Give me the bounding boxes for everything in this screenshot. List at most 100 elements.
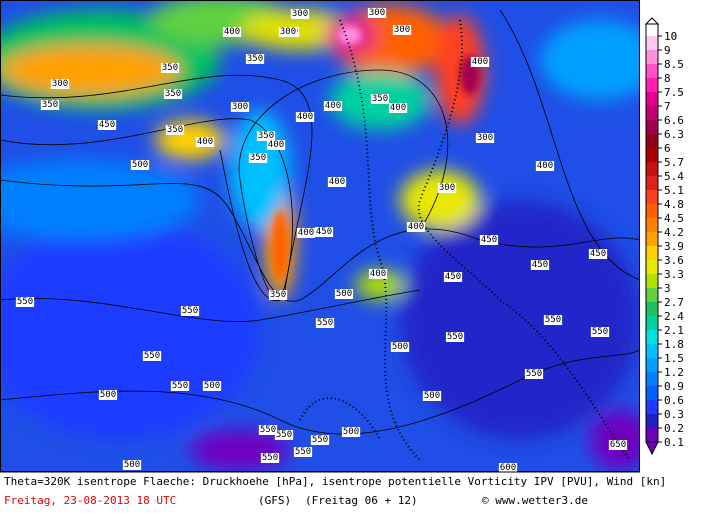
colorbar-label: 1.8 (664, 338, 684, 351)
colorbar-cell (646, 162, 658, 176)
colorbar-label: 2.1 (664, 324, 684, 337)
contour-label-bg (97, 120, 117, 130)
colorbar-label: 10 (664, 30, 677, 43)
contour-label-bg (195, 137, 215, 147)
contour-label: 350 (247, 54, 263, 64)
contour-label-bg (314, 227, 334, 237)
contour-label: 550 (545, 315, 561, 325)
colorbar-label: 1.2 (664, 366, 684, 379)
contour-label: 300 (439, 183, 455, 193)
colorbar-cell (646, 344, 658, 358)
contour-label-bg (122, 460, 142, 470)
contour-label: 400 (370, 269, 386, 279)
contour-label-bg (293, 447, 313, 457)
colorbar-cell (646, 428, 658, 442)
colorbar-cell (646, 260, 658, 274)
contour-label-bg (443, 272, 463, 282)
contour-label: 450 (532, 260, 548, 270)
contour-label: 400 (298, 228, 314, 238)
colorbar-label: 0.2 (664, 422, 684, 435)
caption-title: Theta=320K isentrope Flaeche: Druckhoehe… (4, 475, 666, 488)
contour-label-bg (535, 161, 555, 171)
contour-label-bg (588, 249, 608, 259)
contour-label: 300 (280, 27, 296, 37)
colorbar-label: 3 (664, 282, 671, 295)
contour-label-bg (524, 369, 544, 379)
contour-label-bg (445, 332, 465, 342)
contour-label: 400 (325, 101, 341, 111)
caption-credit: © www.wetter3.de (482, 494, 588, 507)
contour-label: 550 (17, 297, 33, 307)
contour-label-bg (98, 390, 118, 400)
colorbar-label: 0.1 (664, 436, 684, 449)
contour-label: 500 (343, 427, 359, 437)
colorbar-cell (646, 330, 658, 344)
contour-label: 500 (424, 391, 440, 401)
contour-label-bg (180, 306, 200, 316)
contour-label-bg (295, 112, 315, 122)
contour-label-bg (274, 430, 294, 440)
colorbar-label: 3.6 (664, 254, 684, 267)
colorbar-cell (646, 246, 658, 260)
contour-label: 550 (295, 447, 311, 457)
contour-label-bg (15, 297, 35, 307)
contour-label-bg (327, 177, 347, 187)
contour-label-bg (392, 25, 412, 35)
colorbar-cell (646, 134, 658, 148)
contour-label: 350 (167, 125, 183, 135)
colorbar-label: 4.5 (664, 212, 684, 225)
contour-label: 300 (52, 79, 68, 89)
contour-label-bg (437, 183, 457, 193)
contour-label-bg (256, 131, 276, 141)
contour-label: 350 (42, 100, 58, 110)
contour-label-bg (323, 101, 343, 111)
colorbar-cell (646, 50, 658, 64)
contour-label-bg (170, 381, 190, 391)
contour-label: 350 (270, 290, 286, 300)
colorbar-label: 6 (664, 142, 671, 155)
colorbar-label: 4.8 (664, 198, 684, 211)
colorbar-label: 0.9 (664, 380, 684, 393)
colorbar-label: 9 (664, 44, 671, 57)
contour-label: 550 (260, 425, 276, 435)
contour-label: 300 (369, 8, 385, 18)
colorbar-cell (646, 148, 658, 162)
contour-label-bg (266, 140, 286, 150)
contour-label-bg (142, 351, 162, 361)
contour-label: 350 (372, 94, 388, 104)
colorbar-label: 8.5 (664, 58, 684, 71)
contour-label: 400 (268, 140, 284, 150)
colorbar-cell (646, 232, 658, 246)
contour-label: 400 (537, 161, 553, 171)
contour-label: 550 (144, 351, 160, 361)
colorbar-cell (646, 358, 658, 372)
contour-label: 500 (100, 390, 116, 400)
colorbar-cell (646, 386, 658, 400)
colorbar-cell (646, 372, 658, 386)
contour-label: 550 (526, 369, 542, 379)
contour-label-bg (475, 133, 495, 143)
contour-label: 300 (394, 25, 410, 35)
colorbar-cell (646, 288, 658, 302)
colorbar-label: 2.4 (664, 310, 684, 323)
colorbar-cell (646, 64, 658, 78)
contour-label: 500 (132, 160, 148, 170)
contour-label-bg (290, 9, 310, 19)
contour-label-bg (608, 440, 628, 450)
colorbar-label: 8 (664, 72, 671, 85)
caption-run: (Freitag 06 + 12) (305, 494, 418, 507)
contour-label-bg (296, 228, 316, 238)
contour-label: 300 (292, 9, 308, 19)
contour-label-bg (590, 327, 610, 337)
contour-label: 450 (445, 272, 461, 282)
contour-label-bg (222, 27, 242, 37)
colorbar-cell (646, 218, 658, 232)
contour-label: 350 (162, 63, 178, 73)
contour-label-bg (370, 94, 390, 104)
contour-label-bg (40, 100, 60, 110)
contour-label: 550 (312, 435, 328, 445)
contour-label: 550 (592, 327, 608, 337)
contour-label: 350 (165, 89, 181, 99)
colorbar-label: 4.2 (664, 226, 684, 239)
contour-label: 550 (447, 332, 463, 342)
